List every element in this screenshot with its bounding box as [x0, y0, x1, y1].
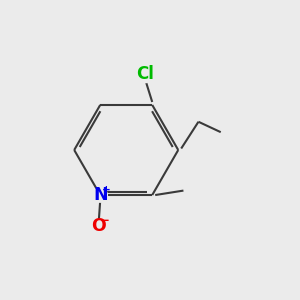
- Circle shape: [93, 188, 107, 202]
- Text: O: O: [92, 217, 106, 235]
- Circle shape: [92, 220, 105, 233]
- Text: N: N: [93, 186, 107, 204]
- Text: Cl: Cl: [136, 65, 154, 83]
- Text: −: −: [100, 214, 110, 227]
- Text: +: +: [102, 185, 110, 195]
- Circle shape: [136, 65, 154, 83]
